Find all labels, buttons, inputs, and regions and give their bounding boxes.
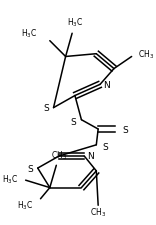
Text: S: S xyxy=(102,143,108,151)
Text: N: N xyxy=(87,152,94,161)
Text: CH$_3$: CH$_3$ xyxy=(51,149,67,162)
Text: CH$_3$: CH$_3$ xyxy=(90,206,106,218)
Text: H$_3$C: H$_3$C xyxy=(17,198,33,211)
Text: H$_3$C: H$_3$C xyxy=(21,28,38,40)
Text: S: S xyxy=(27,164,33,173)
Text: CH$_3$: CH$_3$ xyxy=(138,48,154,61)
Text: N: N xyxy=(103,81,110,90)
Text: S: S xyxy=(70,117,76,126)
Text: H$_3$C: H$_3$C xyxy=(67,17,83,29)
Text: S: S xyxy=(122,125,128,134)
Text: H$_3$C: H$_3$C xyxy=(2,172,18,185)
Text: S: S xyxy=(43,104,49,113)
